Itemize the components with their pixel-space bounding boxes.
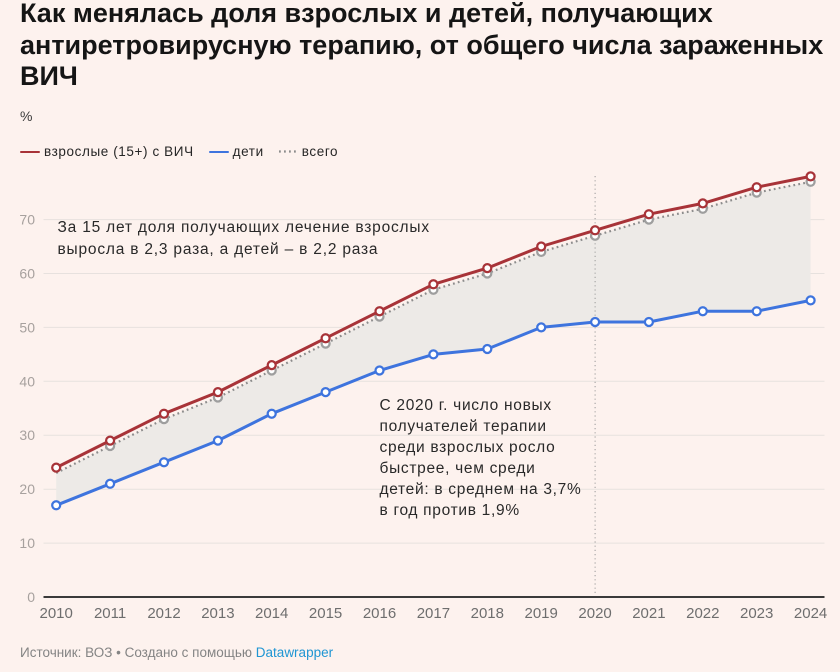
svg-text:2015: 2015 [309, 605, 342, 622]
svg-text:2017: 2017 [417, 605, 450, 622]
svg-text:50: 50 [19, 319, 35, 335]
svg-text:2014: 2014 [255, 605, 288, 622]
svg-text:60: 60 [19, 266, 35, 282]
svg-text:2018: 2018 [471, 605, 504, 622]
svg-text:2023: 2023 [740, 605, 773, 622]
svg-text:2021: 2021 [632, 605, 665, 622]
svg-text:10: 10 [19, 535, 35, 551]
svg-text:2019: 2019 [525, 605, 558, 622]
svg-text:2022: 2022 [686, 605, 719, 622]
svg-text:2024: 2024 [794, 605, 827, 622]
svg-text:20: 20 [19, 481, 35, 497]
svg-text:70: 70 [19, 212, 35, 228]
svg-text:2011: 2011 [94, 605, 126, 622]
svg-text:40: 40 [19, 373, 35, 389]
svg-text:2010: 2010 [40, 605, 73, 622]
svg-text:2020: 2020 [578, 605, 611, 622]
svg-text:2016: 2016 [363, 605, 396, 622]
svg-text:30: 30 [19, 427, 35, 443]
svg-text:2013: 2013 [201, 605, 234, 622]
svg-text:0: 0 [27, 589, 35, 605]
svg-text:2012: 2012 [147, 605, 180, 622]
